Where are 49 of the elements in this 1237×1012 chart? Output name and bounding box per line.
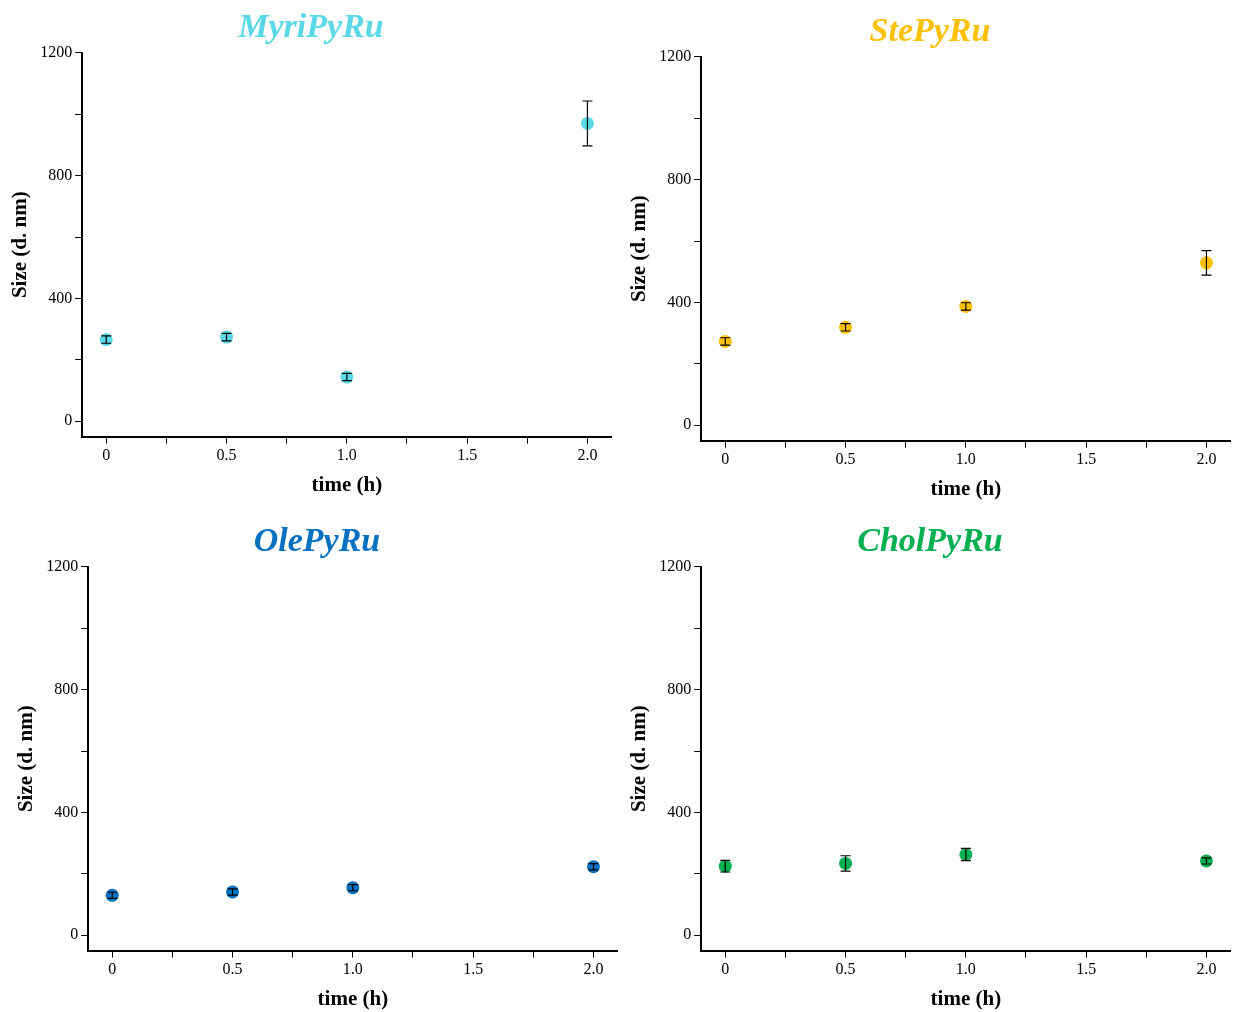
x-tick-label: 2.0: [1196, 960, 1217, 978]
y-tick-label: 1200: [659, 557, 692, 574]
x-tick-label: 1.0: [955, 960, 976, 978]
x-tick-label: 1.0: [336, 446, 357, 464]
x-tick-label: 1.5: [1076, 450, 1097, 468]
x-tick-label: 0.5: [216, 446, 237, 464]
x-tick-label: 1.5: [463, 960, 484, 978]
y-tick-label: 400: [667, 292, 692, 310]
y-tick-label: 800: [667, 169, 692, 187]
x-tick-label: 0: [108, 960, 117, 978]
y-axis-title: Size (d. nm): [626, 705, 651, 813]
x-tick-label: 0: [102, 446, 111, 464]
y-tick-label: 0: [683, 925, 692, 943]
y-tick-label: 800: [54, 679, 79, 697]
chart-title: MyriPyRu: [237, 7, 384, 45]
x-tick-label: 2.0: [583, 960, 604, 978]
y-axis-title: Size (d. nm): [7, 191, 32, 299]
y-tick-label: 0: [70, 925, 79, 943]
y-tick-label: 0: [683, 415, 692, 433]
x-axis-title: time (h): [311, 471, 383, 496]
x-tick-label: 0.5: [222, 960, 243, 978]
x-tick-label: 2.0: [1196, 450, 1217, 468]
y-tick-label: 400: [54, 802, 79, 820]
y-tick-label: 1200: [40, 43, 73, 60]
x-tick-label: 0.5: [835, 960, 856, 978]
x-tick-label: 1.0: [342, 960, 363, 978]
x-tick-label: 0: [721, 960, 730, 978]
x-tick-label: 2.0: [577, 446, 598, 464]
y-axis-title: Size (d. nm): [626, 195, 651, 303]
y-tick-label: 1200: [46, 557, 79, 574]
x-axis-title: time (h): [930, 475, 1002, 500]
point: [580, 116, 594, 130]
y-tick-label: 800: [667, 679, 692, 697]
y-tick-label: 400: [48, 288, 73, 306]
x-axis-title: time (h): [930, 985, 1002, 1010]
x-tick-label: 1.5: [457, 446, 478, 464]
y-axis-title: Size (d. nm): [13, 705, 38, 813]
x-tick-label: 0: [721, 450, 730, 468]
chart-title: OlePyRu: [253, 521, 381, 559]
chart-title: StePyRu: [869, 11, 991, 49]
x-tick-label: 1.0: [955, 450, 976, 468]
y-tick-label: 400: [667, 802, 692, 820]
y-tick-label: 800: [48, 165, 73, 183]
chart-title: CholPyRu: [857, 521, 1003, 559]
x-tick-label: 0.5: [835, 450, 856, 468]
x-tick-label: 1.5: [1076, 960, 1097, 978]
x-axis-title: time (h): [317, 985, 389, 1010]
y-tick-label: 0: [64, 411, 73, 429]
y-tick-label: 1200: [659, 47, 692, 64]
